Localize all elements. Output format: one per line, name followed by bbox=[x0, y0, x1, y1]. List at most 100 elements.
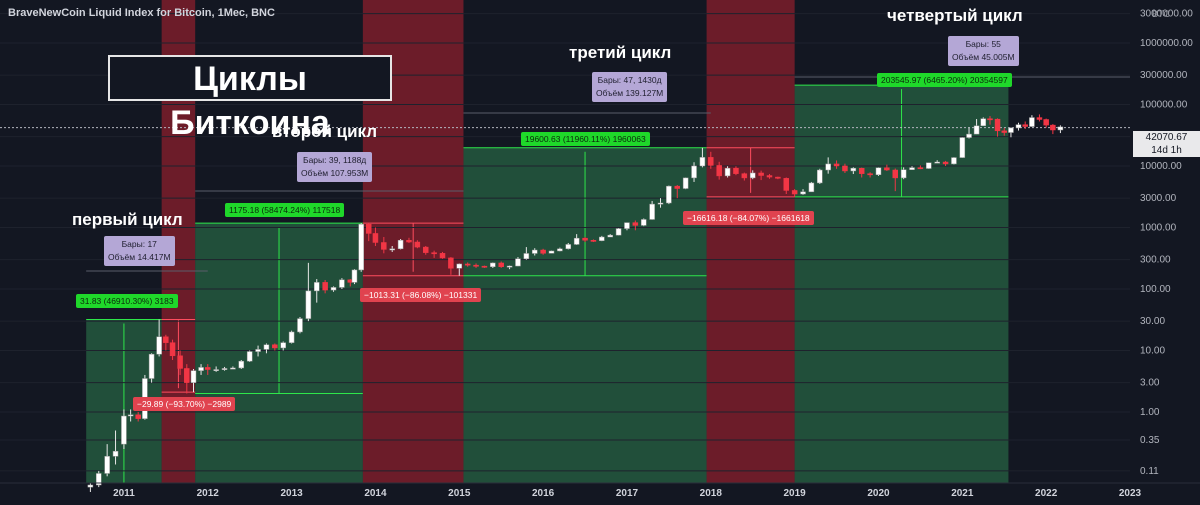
candle-body-47 bbox=[456, 263, 463, 269]
candle-body-76 bbox=[699, 157, 706, 167]
candle-body-95 bbox=[858, 167, 865, 174]
candle-body-20 bbox=[238, 360, 245, 369]
candle-body-118 bbox=[1036, 117, 1043, 120]
candle-body-78 bbox=[716, 165, 722, 177]
candle-body-119 bbox=[1043, 119, 1049, 126]
candle-body-80 bbox=[733, 167, 739, 174]
candle-body-102 bbox=[917, 167, 924, 170]
bear-zone-5 bbox=[706, 0, 795, 483]
candle-body-50 bbox=[481, 265, 488, 268]
candle-body-38 bbox=[381, 242, 387, 250]
last-price-tag: 42070.67 14d 1h bbox=[1133, 131, 1200, 157]
candle-body-51 bbox=[490, 262, 496, 267]
candlesticks bbox=[87, 114, 1064, 492]
candle-body-29 bbox=[314, 282, 320, 292]
candle-body-52 bbox=[498, 262, 504, 267]
x-tick-label-12: 2023 bbox=[1119, 488, 1142, 499]
candle-body-54 bbox=[515, 258, 521, 267]
price-axis: 3000000.00 1000000.00 300000.00 100000.00 30… bbox=[1133, 0, 1200, 505]
cycle-2-label: второй цикл bbox=[272, 122, 378, 141]
candle-body-88 bbox=[800, 191, 806, 195]
y-tick-label-0: 3000000.00 bbox=[1140, 9, 1193, 20]
cycle-1-label: первый цикл bbox=[72, 210, 183, 229]
candle-body-19 bbox=[230, 367, 236, 370]
candle-body-26 bbox=[288, 331, 295, 343]
cycle-3-volume: Объём 139.127M bbox=[596, 88, 664, 98]
candle-body-23 bbox=[263, 344, 270, 350]
y-tick-label-11: 10.00 bbox=[1140, 345, 1165, 356]
candle-body-108 bbox=[966, 133, 972, 138]
y-tick-label-13: 1.00 bbox=[1140, 407, 1160, 418]
candle-body-68 bbox=[632, 222, 639, 226]
candle-body-71 bbox=[657, 202, 664, 205]
y-tick-label-9: 100.00 bbox=[1140, 284, 1171, 295]
candle-body-36 bbox=[365, 223, 372, 234]
candle-body-90 bbox=[817, 169, 823, 184]
y-tick-label-7: 1000.00 bbox=[1140, 222, 1177, 233]
cycle-3-gain-label: 19600.63 (11960.11%) 1960063 bbox=[521, 132, 650, 146]
candle-body-56 bbox=[531, 249, 538, 254]
x-tick-label-5: 2016 bbox=[532, 488, 555, 499]
cycle-2-bars-box: Бары: 39, 1188д Объём 107.953M bbox=[297, 152, 373, 182]
candle-body-89 bbox=[808, 182, 815, 193]
x-tick-label-4: 2015 bbox=[448, 488, 471, 499]
x-tick-label-1: 2012 bbox=[197, 488, 220, 499]
candle-body-101 bbox=[909, 167, 915, 170]
candle-body-94 bbox=[850, 167, 857, 172]
candle-body-61 bbox=[573, 237, 580, 245]
y-tick-label-14: 0.35 bbox=[1140, 435, 1160, 446]
candle-body-110 bbox=[980, 118, 987, 127]
candle-body-96 bbox=[867, 173, 873, 176]
candle-body-55 bbox=[523, 253, 530, 260]
candle-body-116 bbox=[1022, 124, 1028, 127]
candle-body-0 bbox=[87, 484, 94, 488]
candle-body-43 bbox=[422, 246, 429, 253]
candle-body-86 bbox=[783, 178, 790, 191]
x-tick-label-9: 2020 bbox=[867, 488, 890, 499]
candle-body-65 bbox=[607, 234, 613, 238]
candle-body-66 bbox=[615, 228, 622, 236]
candle-body-37 bbox=[372, 233, 379, 243]
candle-body-111 bbox=[987, 118, 993, 121]
candle-body-2 bbox=[104, 456, 110, 474]
candle-body-9 bbox=[156, 336, 162, 355]
cycle-1-volume: Объём 14.417M bbox=[108, 252, 171, 262]
cycle-3-loss-label: −16616.18 (−84.07%) −1661618 bbox=[683, 211, 814, 225]
candle-body-32 bbox=[339, 279, 345, 288]
candle-body-121 bbox=[1057, 126, 1064, 131]
candle-body-35 bbox=[358, 223, 364, 271]
candle-body-34 bbox=[351, 269, 358, 283]
y-tick-label-3: 100000.00 bbox=[1140, 99, 1188, 110]
candle-body-117 bbox=[1029, 117, 1035, 127]
candle-body-42 bbox=[414, 241, 421, 248]
cycle-3-bars-box: Бары: 47, 1430д Объём 139.127M bbox=[592, 72, 668, 102]
candle-body-87 bbox=[791, 190, 798, 195]
candle-body-4 bbox=[121, 415, 127, 445]
candle-body-28 bbox=[305, 290, 312, 319]
y-tick-label-5: 10000.00 bbox=[1140, 161, 1182, 172]
countdown: 14d 1h bbox=[1151, 145, 1182, 156]
candle-body-103 bbox=[926, 162, 932, 169]
cycle-4-gain-label: 203545.97 (6465.20%) 20354597 bbox=[877, 73, 1012, 87]
cycle-2-loss-label: −1013.31 (−86.08%) −101331 bbox=[360, 288, 482, 302]
cycle-4-label: четвертый цикл bbox=[887, 6, 1023, 25]
cycle-1-bars-count: Бары: 17 bbox=[121, 239, 157, 249]
candle-body-77 bbox=[708, 157, 714, 166]
cycle-1-loss-label: −29.89 (−93.70%) −2989 bbox=[133, 397, 236, 411]
axis-unit-label: BTC bbox=[1152, 9, 1170, 19]
candle-body-24 bbox=[272, 344, 278, 349]
x-tick-label-10: 2021 bbox=[951, 488, 974, 499]
candle-body-70 bbox=[649, 203, 655, 220]
candle-body-60 bbox=[565, 244, 572, 250]
cycle-2-gain-label: 1175.18 (58474.24%) 117518 bbox=[225, 203, 345, 217]
y-tick-label-15: 0.11 bbox=[1140, 466, 1159, 477]
y-tick-label-12: 3.00 bbox=[1140, 378, 1160, 389]
candle-body-114 bbox=[1008, 127, 1014, 133]
y-tick-label-10: 30.00 bbox=[1140, 316, 1165, 327]
candle-body-99 bbox=[892, 169, 898, 179]
candle-body-49 bbox=[473, 264, 479, 267]
candle-body-100 bbox=[900, 169, 907, 179]
candle-body-45 bbox=[439, 253, 446, 259]
candle-body-3 bbox=[112, 450, 119, 457]
